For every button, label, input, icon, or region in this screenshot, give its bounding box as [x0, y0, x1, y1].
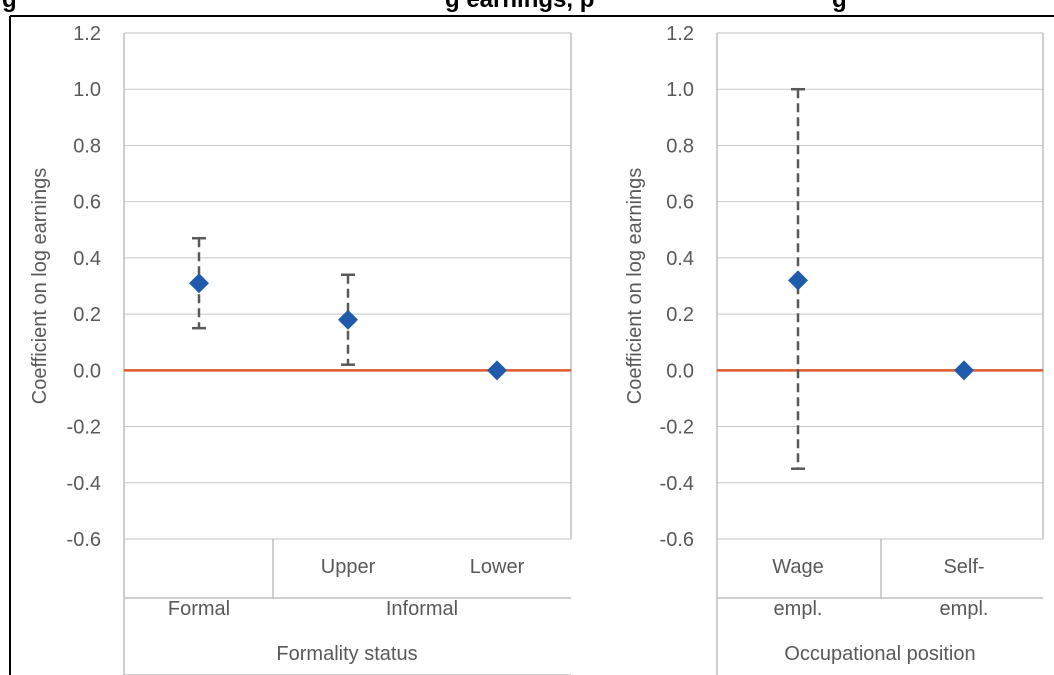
right-cat-wage-line2: empl. — [774, 598, 823, 620]
left-group-formal-label: Formal — [168, 598, 230, 620]
right-y-tick-label: 0.8 — [666, 135, 694, 157]
right-y-ticks: 1.2 1.0 0.8 0.6 0.4 0.2 0.0 -0.2 -0.4 -0.6 — [660, 23, 694, 551]
figure-header-fragment-b: g earnings, p — [445, 0, 594, 13]
right-cat-self-line1: Self- — [943, 556, 984, 578]
left-category-bands — [123, 32, 572, 675]
right-y-tick-label: 0.4 — [666, 248, 694, 270]
left-y-tick-label: 0.2 — [73, 304, 101, 326]
left-y-tick-label: 0.0 — [73, 360, 101, 382]
right-gridlines — [717, 32, 1043, 540]
right-y-tick-label: -0.6 — [660, 529, 694, 551]
left-point-marker — [189, 273, 209, 294]
left-error-bars — [192, 236, 355, 366]
left-y-tick-label: 1.0 — [73, 79, 101, 101]
left-y-tick-label: 0.4 — [73, 248, 101, 270]
left-y-axis-label: Coefficient on log earnings — [29, 168, 51, 404]
left-y-tick-label: 0.8 — [73, 135, 101, 157]
left-y-tick-label: -0.2 — [67, 417, 101, 439]
right-y-tick-label: -0.2 — [660, 417, 694, 439]
left-y-tick-label: 0.6 — [73, 192, 101, 214]
right-point-marker — [788, 270, 808, 291]
right-y-tick-label: -0.4 — [660, 473, 694, 495]
right-y-tick-label: 0.6 — [666, 192, 694, 214]
right-category-bands — [716, 32, 1044, 675]
right-y-tick-label: 0.0 — [666, 360, 694, 382]
right-point-marker — [954, 360, 974, 381]
left-chart: 1.2 1.0 0.8 0.6 0.4 0.2 0.0 -0.2 -0.4 -0.6 Coeffi… — [29, 23, 572, 675]
left-y-tick-label: 1.2 — [73, 23, 101, 45]
left-y-ticks: 1.2 1.0 0.8 0.6 0.4 0.2 0.0 -0.2 -0.4 -0.6 — [67, 23, 101, 551]
right-chart: 1.2 1.0 0.8 0.6 0.4 0.2 0.0 -0.2 -0.4 -0.6 Coeffi… — [624, 23, 1044, 675]
left-group-informal-label: Informal — [386, 598, 458, 620]
left-point-marker — [338, 309, 358, 330]
right-y-tick-label: 1.2 — [666, 23, 694, 45]
left-cat-lower-label: Lower — [470, 556, 525, 578]
left-gridlines — [124, 32, 571, 540]
left-y-tick-label: -0.4 — [67, 473, 101, 495]
figure-header-fragment-a: g — [2, 0, 17, 13]
right-y-axis-label: Coefficient on log earnings — [624, 168, 646, 404]
right-axis-title: Occupational position — [784, 643, 975, 665]
left-y-tick-label: -0.6 — [67, 529, 101, 551]
left-axis-title: Formality status — [276, 643, 417, 665]
figure-header-fragment-c: g — [832, 0, 847, 13]
right-y-tick-label: 0.2 — [666, 304, 694, 326]
left-point-marker — [487, 360, 507, 381]
right-y-tick-label: 1.0 — [666, 79, 694, 101]
right-cat-self-line2: empl. — [940, 598, 989, 620]
right-data-points — [788, 270, 974, 381]
left-data-points — [189, 273, 507, 381]
right-cat-wage-line1: Wage — [772, 556, 824, 578]
left-cat-upper-label: Upper — [321, 556, 376, 578]
